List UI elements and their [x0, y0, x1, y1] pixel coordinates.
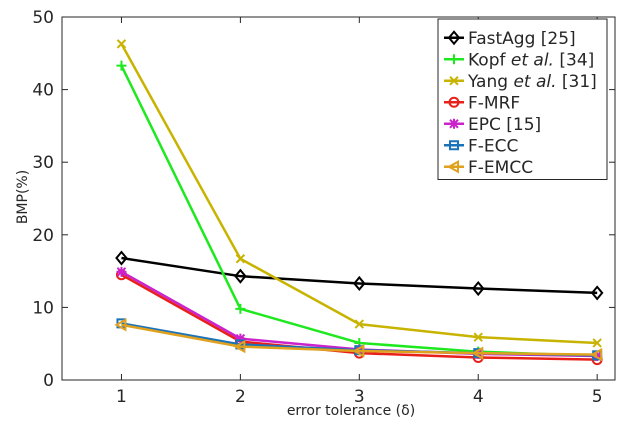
x-tick-label: 1 [116, 387, 127, 407]
y-tick-label: 10 [32, 298, 54, 318]
legend-entry: Kopf et al. [34] [444, 50, 594, 70]
x-marker [473, 332, 483, 342]
legend-label: F-EMCC [468, 158, 533, 178]
diamond-marker [590, 285, 604, 301]
x-marker [116, 39, 127, 49]
legend-entry: F-EMCC [444, 158, 533, 178]
diamond-marker [447, 30, 461, 46]
plus-marker [449, 54, 459, 65]
plot-box [61, 16, 616, 381]
square-marker [449, 140, 459, 151]
diamond-marker [115, 250, 128, 266]
star-marker [592, 351, 603, 362]
x-marker [235, 254, 246, 264]
diamond-marker [471, 280, 485, 297]
y-tick-label: 0 [43, 371, 54, 391]
legend-entry: F-MRF [444, 93, 520, 113]
legend-label-main: F-EMCC [468, 158, 533, 178]
legend-entry: FastAgg [25] [444, 29, 576, 49]
legend-label-main: Yang [467, 72, 513, 92]
plot-frame [61, 16, 616, 381]
legend-label: Yang et al. [31] [467, 72, 597, 92]
x-marker [354, 319, 365, 329]
y-tick-label: 40 [32, 81, 54, 101]
x-marker [592, 338, 602, 348]
star-marker [449, 118, 459, 129]
legend-label-main: F-MRF [468, 93, 520, 113]
legend-label-main: EPC [15] [468, 115, 541, 135]
diamond-marker [234, 268, 247, 284]
plus-marker [235, 303, 246, 314]
legend-label: FastAgg [25] [468, 29, 576, 49]
y-tick-label: 30 [32, 153, 54, 173]
x-tick-label: 4 [473, 387, 484, 407]
series-line [121, 323, 598, 356]
legend-label-main: F-ECC [468, 136, 518, 156]
star-marker [235, 333, 246, 344]
y-axis-label: BMP(%) [15, 170, 31, 224]
legend-label-italic: et al. [513, 72, 556, 92]
triangle-left-marker [590, 347, 603, 362]
series-yang [116, 39, 602, 348]
legend-label-main: FastAgg [25] [468, 29, 576, 49]
y-tick-label: 50 [32, 8, 54, 28]
legend-label: Kopf et al. [34] [468, 50, 594, 70]
legend-label-italic: et al. [511, 50, 554, 70]
series-f-emcc [114, 318, 603, 362]
legend-entry: F-ECC [444, 136, 518, 156]
circle-marker [448, 96, 460, 108]
legend: FastAgg [25]Kopf et al. [34]Yang et al. … [437, 18, 608, 180]
x-tick-label: 5 [592, 387, 603, 407]
y-tick-label: 20 [32, 226, 54, 246]
legend-label-tail: [31] [557, 72, 597, 92]
diamond-marker [353, 275, 366, 292]
x-tick-label: 3 [354, 387, 365, 407]
triangle-left-marker [446, 160, 459, 174]
triangle-left-marker [471, 346, 484, 360]
legend-label: F-MRF [468, 93, 520, 113]
legend-entry: Yang et al. [31] [444, 72, 597, 92]
legend-label: EPC [15] [468, 115, 541, 135]
triangle-left-marker [233, 339, 246, 354]
triangle-left-marker [114, 318, 127, 332]
series-layer [114, 39, 604, 366]
star-marker [116, 266, 127, 277]
legend-label-tail: [34] [554, 50, 594, 70]
plus-marker [116, 60, 127, 71]
legend-label: F-ECC [468, 136, 518, 156]
legend-label-main: Kopf [468, 50, 511, 70]
legend-entry: EPC [15] [444, 115, 541, 135]
series-fastagg-25- [115, 250, 604, 301]
legend-box [437, 18, 608, 180]
series-line [121, 256, 598, 295]
triangle-left-marker [352, 344, 365, 358]
x-tick-label: 2 [235, 387, 246, 407]
x-axis-label: error tolerance (δ) [287, 403, 415, 419]
x-marker [449, 76, 459, 86]
